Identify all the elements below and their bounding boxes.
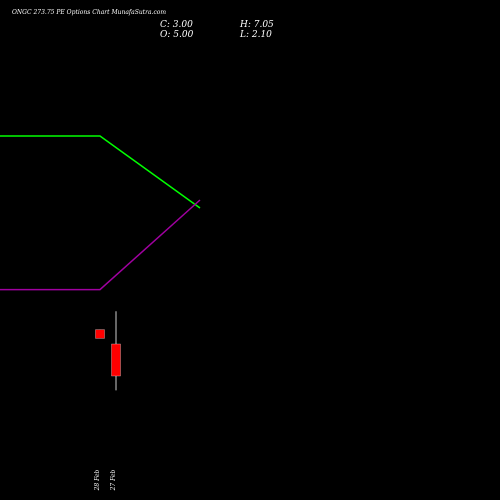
date-label: 28 Feb — [94, 469, 101, 491]
candle-body — [111, 343, 121, 377]
high-value: H: 7.05 — [239, 20, 274, 30]
green-line — [0, 135, 201, 209]
low-value: L: 2.10 — [239, 30, 272, 40]
date-label: 27 Feb — [110, 469, 117, 491]
candle — [95, 329, 105, 339]
purple-line — [0, 199, 201, 291]
candles — [95, 311, 121, 391]
candle — [111, 311, 121, 391]
chart-title: ONGC 273.75 PE Options Chart MunafaSutra… — [12, 9, 166, 16]
open-value: O: 5.00 — [160, 30, 194, 40]
candle-body — [95, 329, 105, 339]
date-labels: 28 Feb 27 Feb — [94, 469, 117, 491]
close-value: C: 3.00 — [160, 20, 193, 30]
indicator-lines — [0, 135, 201, 291]
